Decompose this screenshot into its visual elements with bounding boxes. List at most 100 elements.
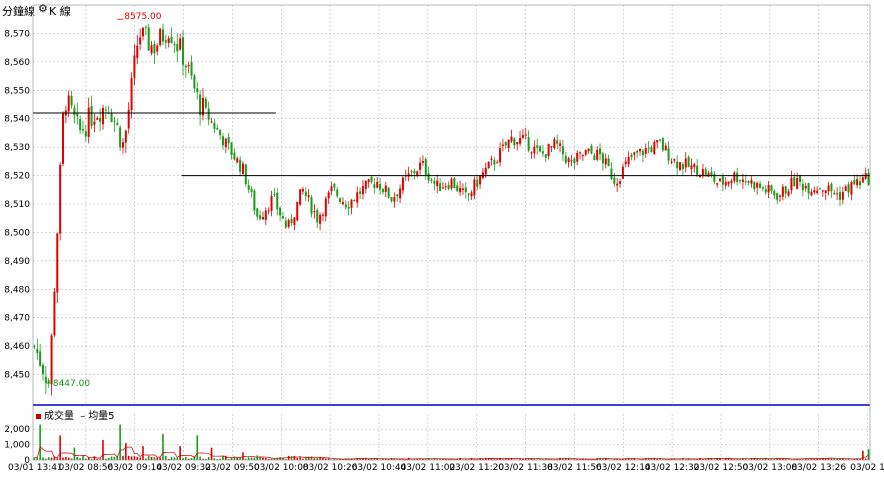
- candle-body: [704, 169, 707, 177]
- volume-bar: [125, 443, 127, 460]
- candle-body: [47, 380, 50, 384]
- candle-body: [761, 187, 764, 189]
- candle-body: [507, 139, 510, 148]
- volume-bar: [527, 458, 530, 460]
- candle-body: [284, 220, 287, 228]
- volume-bar: [744, 458, 747, 460]
- volume-bar: [227, 459, 230, 460]
- candle-body: [236, 158, 239, 163]
- candle-body: [607, 158, 610, 166]
- candle-body: [727, 181, 730, 185]
- period-label[interactable]: 分鐘線: [2, 5, 35, 18]
- candle-body: [639, 148, 642, 152]
- candle-body: [156, 45, 159, 52]
- volume-bar: [570, 459, 573, 460]
- volume-bar: [573, 459, 576, 460]
- candle-body: [610, 168, 613, 180]
- candle-body: [456, 185, 459, 192]
- volume-bar: [784, 458, 787, 460]
- volume-bar: [479, 458, 481, 460]
- volume-bar: [444, 459, 447, 460]
- candle-body: [367, 179, 370, 183]
- candle-body: [624, 161, 627, 165]
- volume-bar: [507, 458, 510, 460]
- candle-body: [193, 75, 196, 89]
- volume-bar: [327, 458, 330, 460]
- volume-bar: [382, 458, 384, 460]
- candle-body: [396, 194, 399, 197]
- volume-bar: [502, 459, 504, 460]
- candle-body: [861, 177, 864, 183]
- candle-body: [224, 138, 227, 148]
- volume-bar: [185, 456, 187, 460]
- candle-body: [353, 199, 356, 201]
- candle-body: [527, 137, 530, 151]
- annotations: 8575.00 8447.00: [45, 12, 162, 389]
- candle-body: [273, 194, 276, 196]
- candle-body: [219, 129, 222, 136]
- candle-body: [664, 145, 667, 151]
- volume-bar: [153, 457, 156, 460]
- candle-body: [139, 37, 142, 45]
- candle-body: [33, 345, 36, 347]
- volume-bar: [236, 457, 239, 460]
- candle-body: [150, 45, 153, 54]
- candle-body: [393, 197, 396, 202]
- price-tick-label: 8,570: [4, 29, 30, 39]
- volume-bar: [42, 457, 44, 460]
- candle-body: [336, 189, 339, 197]
- volume-bar: [210, 447, 213, 460]
- volume-bar: [402, 458, 404, 460]
- volume-bar: [542, 458, 544, 460]
- candle-body: [641, 150, 644, 156]
- candle-body: [304, 191, 307, 197]
- volume-bar: [67, 457, 70, 460]
- volume-bar: [316, 457, 319, 460]
- candle-body: [590, 145, 593, 154]
- volume-bar: [464, 458, 467, 460]
- volume-bar: [373, 458, 376, 460]
- volume-bar: [822, 457, 824, 460]
- volume-bar: [162, 433, 164, 460]
- candle-body: [250, 188, 253, 193]
- volume-bar: [762, 459, 764, 460]
- candle-body: [799, 175, 802, 182]
- candle-body: [667, 148, 670, 161]
- candle-body: [333, 183, 336, 188]
- candle-body: [804, 185, 807, 189]
- candle-body: [433, 180, 436, 184]
- volume-bar: [490, 458, 493, 460]
- volume-bar: [639, 459, 641, 460]
- candle-body: [230, 142, 233, 156]
- candle-body: [324, 198, 327, 217]
- volume-bar: [107, 457, 110, 460]
- candle-body: [290, 218, 293, 223]
- volume-bar: [196, 435, 199, 460]
- high-price-label: 8575.00: [124, 12, 161, 22]
- volume-bar: [567, 458, 570, 460]
- gear-icon[interactable]: ⚙: [38, 2, 48, 15]
- candle-body: [513, 138, 516, 146]
- candle-body: [441, 187, 444, 189]
- candle-body: [310, 197, 313, 214]
- candle-body: [373, 184, 376, 188]
- chart-type-label[interactable]: K 線: [49, 5, 71, 18]
- candle-body: [524, 134, 527, 136]
- candle-body: [179, 38, 182, 50]
- candle-body: [313, 211, 316, 213]
- candle-body: [207, 108, 210, 120]
- candle-body: [836, 193, 839, 195]
- time-tick-label: 03/02 09:50: [205, 463, 260, 473]
- candle-body: [201, 97, 204, 116]
- candle-body: [90, 105, 93, 126]
- volume-bar: [662, 459, 664, 460]
- volume-bar: [844, 459, 847, 460]
- volume-bar: [416, 458, 419, 460]
- candle-body: [133, 55, 136, 78]
- candle-body: [347, 206, 350, 209]
- candle-body: [473, 179, 476, 196]
- candle-body: [547, 143, 550, 157]
- volume-bar: [85, 458, 87, 460]
- candle-body: [856, 179, 859, 186]
